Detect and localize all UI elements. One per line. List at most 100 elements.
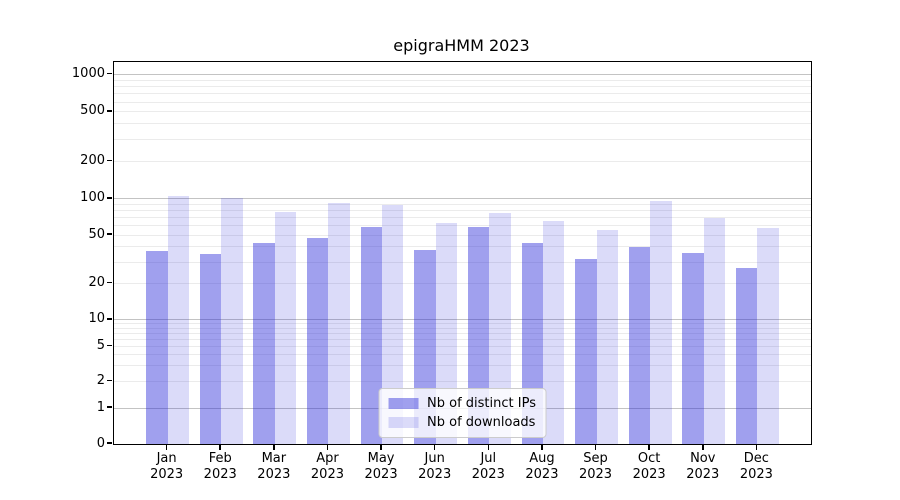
- gridline-minor: [114, 323, 811, 325]
- bar-distinct-ips-dec: [735, 267, 758, 444]
- gridline-minor: [114, 93, 811, 95]
- gridline-minor: [114, 101, 811, 103]
- y-tick-mark: [107, 110, 112, 112]
- gridline-minor: [114, 345, 811, 347]
- y-tick-label: 2: [96, 373, 105, 388]
- y-tick-label: 200: [80, 152, 105, 168]
- bar-distinct-ips-jan: [146, 251, 168, 444]
- gridline-minor: [114, 139, 811, 140]
- bar-downloads-oct: [650, 201, 672, 444]
- gridline-major: [114, 74, 811, 76]
- x-tick-label: Oct 2023: [632, 451, 666, 482]
- gridline-minor: [114, 333, 811, 335]
- y-tick-mark: [107, 159, 112, 162]
- y-tick-label: 50: [88, 226, 105, 242]
- legend-label-distinct-ips: Nb of distinct IPs: [427, 396, 536, 411]
- y-tick-label: 10: [88, 311, 105, 327]
- bar-distinct-ips-sep: [575, 258, 597, 444]
- y-tick-mark: [107, 344, 112, 347]
- gridline-major: [114, 319, 811, 321]
- x-tick-mark: [219, 445, 221, 450]
- bar-downloads-jul: [489, 212, 511, 444]
- legend-item-downloads: Nb of downloads: [388, 415, 536, 430]
- x-tick-mark: [433, 445, 436, 450]
- bar-distinct-ips-feb: [199, 253, 222, 444]
- x-tick-mark: [273, 445, 275, 450]
- bar-downloads-sep: [596, 230, 618, 444]
- y-tick-mark: [107, 318, 112, 320]
- bar-distinct-ips-may: [360, 226, 383, 444]
- legend-swatch-distinct-ips: [388, 398, 419, 409]
- plot-area: Nb of distinct IPs Nb of downloads: [113, 61, 812, 445]
- gridline-minor: [114, 86, 811, 88]
- y-tick-label: 0: [96, 435, 105, 451]
- y-tick-mark: [107, 379, 112, 382]
- bar-downloads-dec: [757, 228, 779, 444]
- y-tick-label: 500: [80, 103, 105, 119]
- x-tick-mark: [541, 445, 543, 450]
- x-tick-mark: [165, 445, 168, 450]
- legend: Nb of distinct IPs Nb of downloads: [378, 388, 547, 438]
- x-tick-label: Aug 2023: [525, 451, 559, 482]
- chart-title: epigraHMM 2023: [393, 36, 530, 55]
- bar-distinct-ips-oct: [628, 246, 651, 444]
- gridline-minor: [114, 234, 811, 236]
- x-tick-label: Apr 2023: [310, 451, 344, 482]
- y-tick-mark: [107, 406, 112, 408]
- bar-downloads-apr: [328, 202, 350, 444]
- gridline-minor: [114, 123, 811, 125]
- gridline-minor: [114, 381, 811, 382]
- gridline-minor: [114, 160, 811, 162]
- gridline-minor: [114, 203, 811, 205]
- bar-downloads-may: [382, 205, 404, 444]
- y-tick-label: 1000: [71, 66, 105, 82]
- y-tick-mark: [107, 72, 112, 75]
- y-tick-label: 20: [88, 274, 105, 290]
- y-tick-mark: [107, 233, 112, 235]
- y-tick-mark: [107, 197, 112, 199]
- bar-downloads-mar: [274, 211, 297, 444]
- bar-downloads-aug: [542, 220, 565, 444]
- gridline-minor: [114, 261, 811, 263]
- gridline-minor: [114, 79, 811, 81]
- x-tick-mark: [648, 445, 650, 450]
- bar-downloads-nov: [703, 217, 726, 444]
- gridline-minor: [114, 111, 811, 113]
- x-tick-mark: [702, 445, 704, 450]
- gridline-major: [114, 198, 811, 200]
- gridline-minor: [114, 217, 811, 219]
- x-tick-mark: [487, 445, 490, 450]
- y-tick-mark: [107, 281, 112, 284]
- gridline-minor: [114, 209, 811, 211]
- x-tick-mark: [594, 445, 597, 450]
- legend-label-downloads: Nb of downloads: [427, 415, 536, 430]
- bar-downloads-jan: [167, 195, 189, 444]
- gridline-minor: [114, 365, 811, 367]
- x-tick-label: Feb 2023: [203, 451, 237, 482]
- y-tick-mark: [107, 442, 112, 444]
- bar-downloads-feb: [221, 198, 243, 444]
- x-tick-mark: [380, 445, 382, 450]
- bar-distinct-ips-nov: [682, 252, 704, 444]
- x-tick-label: Jul 2023: [471, 451, 505, 482]
- y-tick-label: 100: [80, 190, 105, 206]
- x-tick-label: May 2023: [364, 451, 398, 482]
- bar-distinct-ips-apr: [307, 238, 329, 444]
- gridline-minor: [114, 354, 811, 356]
- x-tick-label: Dec 2023: [739, 451, 773, 482]
- x-tick-label: Jan 2023: [150, 451, 184, 482]
- gridline-minor: [114, 327, 811, 329]
- x-tick-label: Nov 2023: [686, 451, 720, 482]
- gridline-minor: [114, 246, 811, 248]
- y-tick-label: 1: [96, 399, 105, 415]
- x-tick-label: Jun 2023: [418, 451, 452, 482]
- x-tick-label: Mar 2023: [257, 451, 291, 482]
- gridline-minor: [114, 282, 811, 284]
- y-tick-label: 5: [96, 337, 105, 353]
- legend-swatch-downloads: [388, 417, 419, 428]
- x-tick-mark: [326, 445, 329, 450]
- x-tick-label: Sep 2023: [578, 451, 613, 482]
- x-tick-mark: [755, 445, 758, 450]
- gridline-minor: [114, 225, 811, 227]
